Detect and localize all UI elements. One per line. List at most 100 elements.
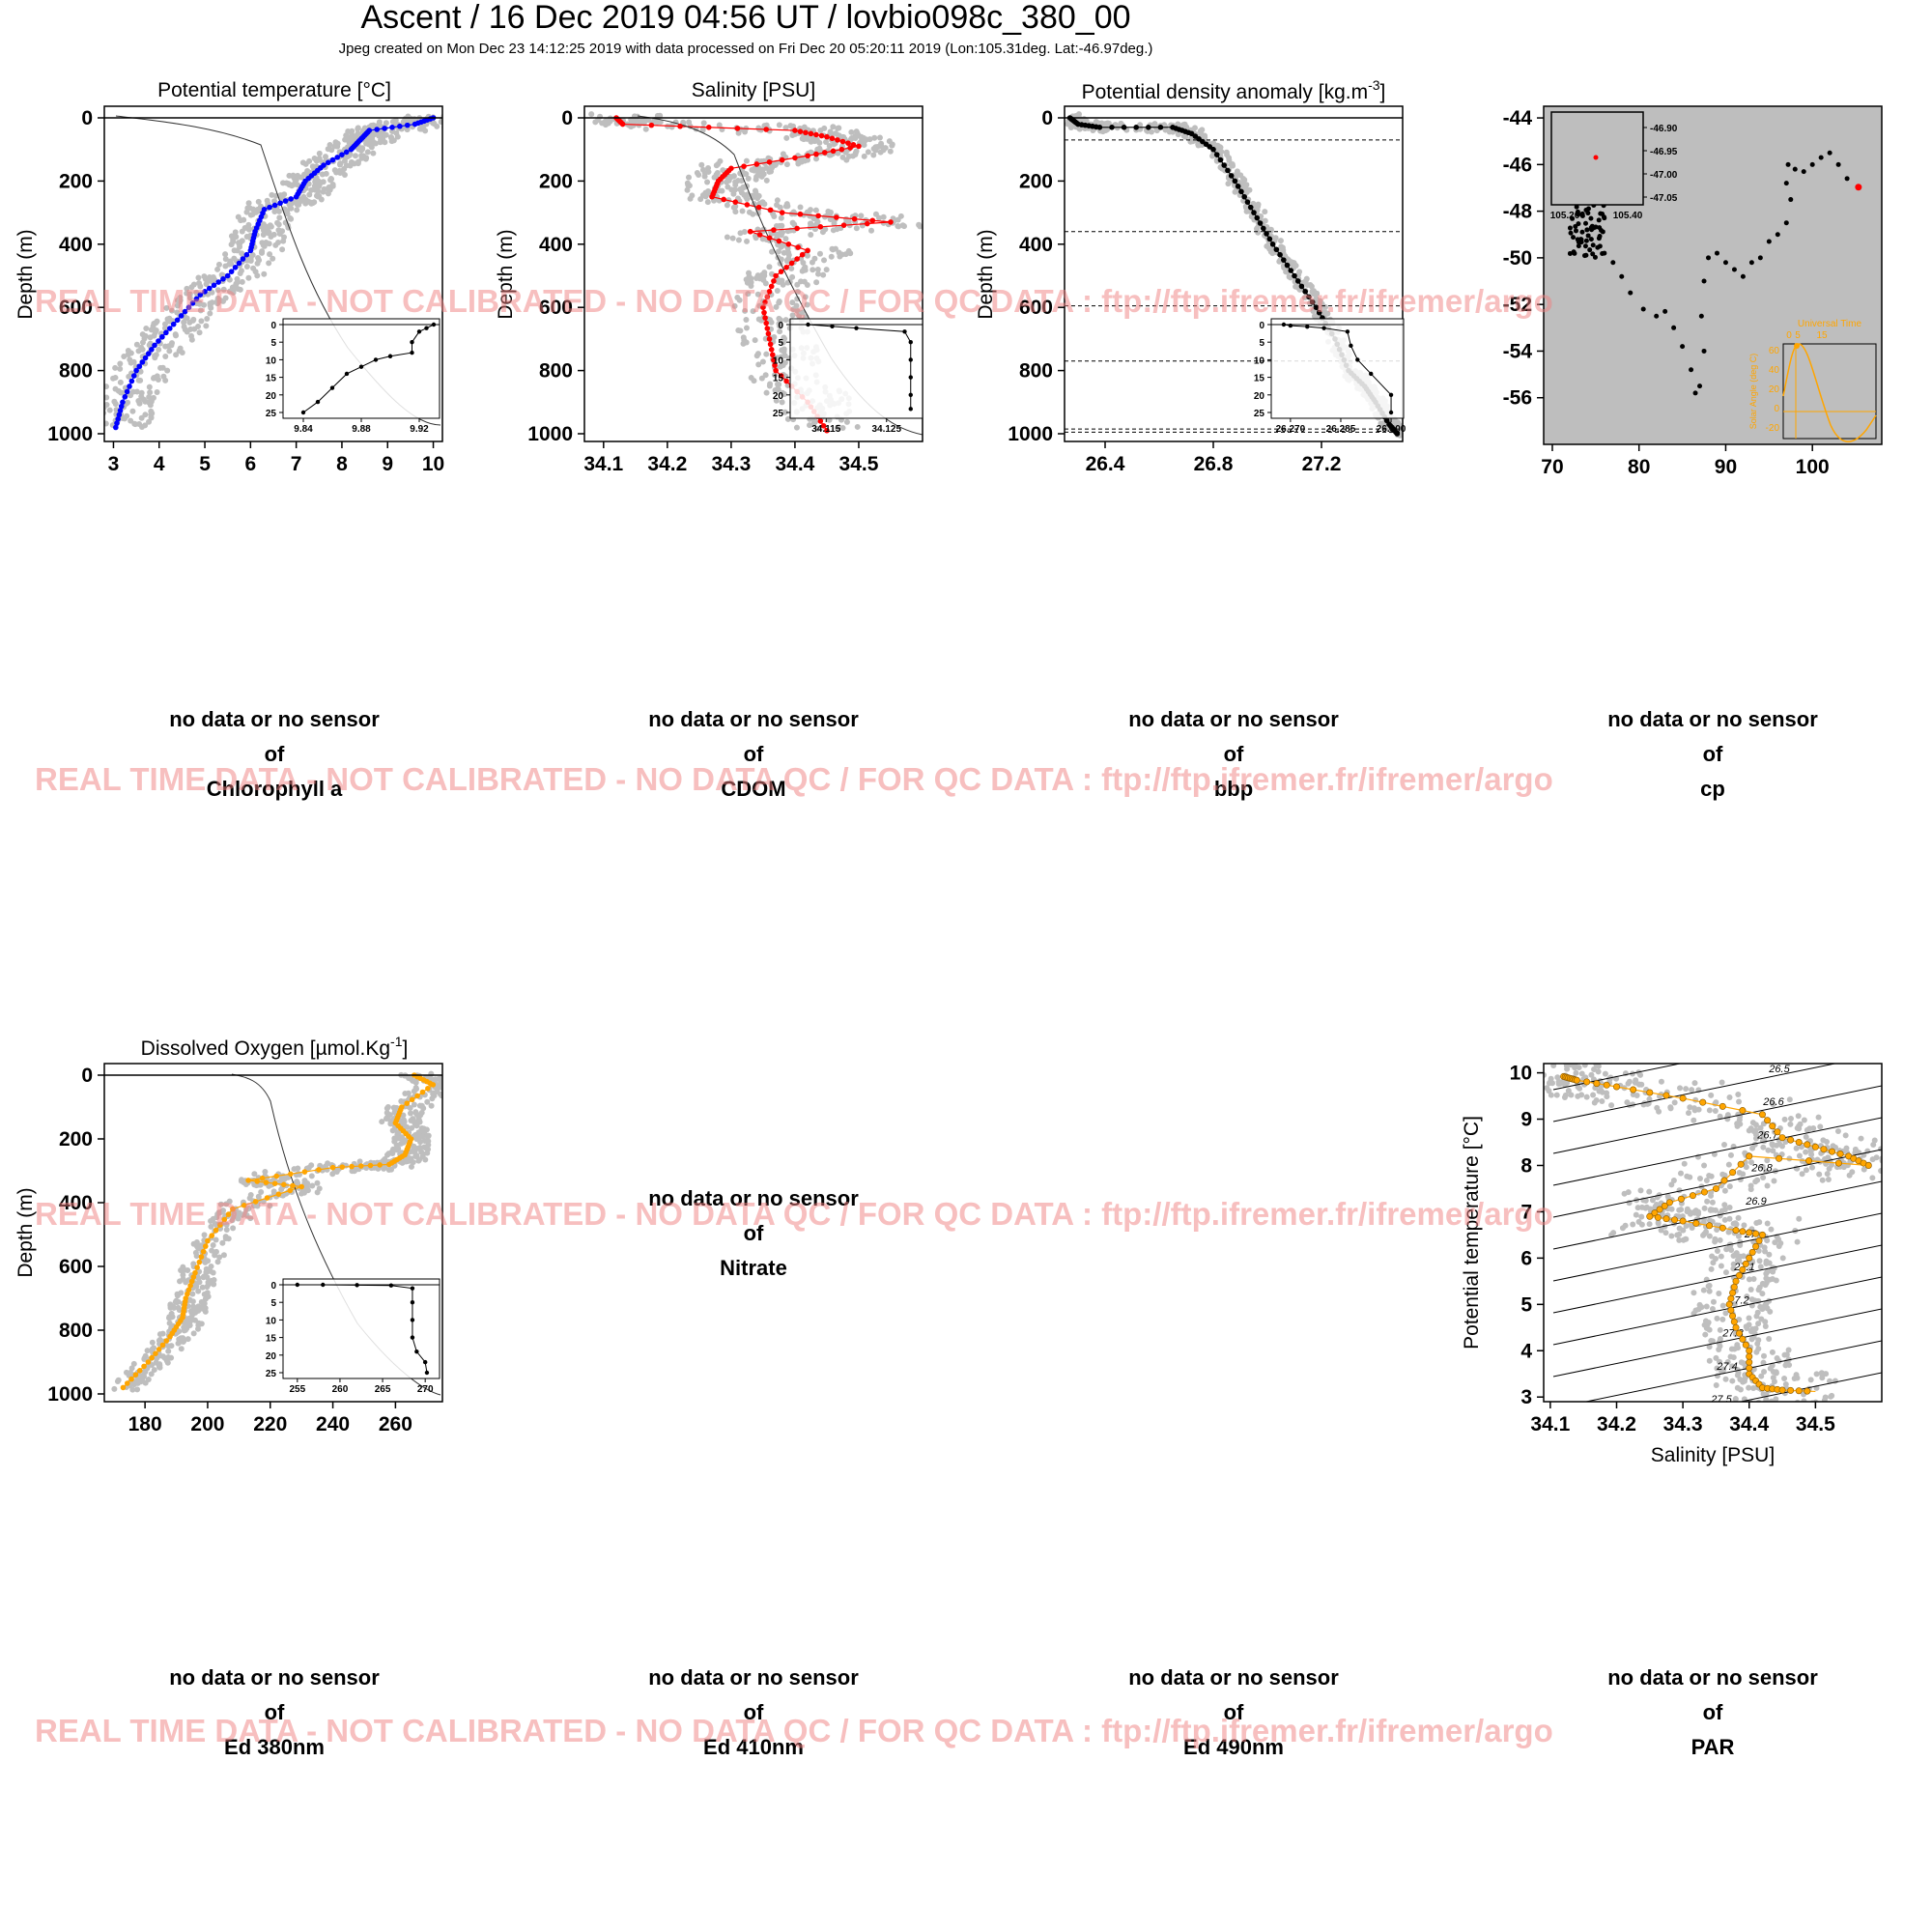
nodata-variable: cp: [1700, 777, 1725, 801]
background-point: [1813, 1371, 1820, 1378]
background-point: [117, 365, 124, 372]
track-point: [1582, 243, 1588, 249]
background-point: [1568, 1064, 1575, 1068]
background-point: [389, 1149, 396, 1155]
inset-point: [414, 1349, 419, 1354]
background-point: [133, 388, 140, 395]
background-point: [407, 1110, 413, 1117]
background-point: [1681, 1160, 1688, 1167]
background-point: [196, 329, 203, 336]
background-point: [729, 235, 736, 242]
background-point: [115, 1377, 122, 1383]
data-point: [732, 199, 739, 205]
background-point: [241, 216, 247, 223]
ts-point: [1729, 1289, 1737, 1296]
background-point: [333, 1169, 340, 1176]
y-tick-label: 600: [59, 1256, 93, 1278]
background-point: [220, 1252, 227, 1259]
background-point: [245, 226, 252, 233]
track-point: [1576, 212, 1581, 217]
background-point: [889, 142, 895, 149]
background-point: [895, 223, 901, 230]
background-point: [700, 120, 707, 127]
data-point: [152, 342, 157, 349]
background-point: [1764, 1220, 1771, 1227]
background-point: [1746, 1384, 1752, 1391]
background-point: [247, 1215, 254, 1222]
data-point: [764, 326, 771, 331]
background-point: [735, 327, 742, 333]
inset-y-tick-label: 0: [270, 1281, 276, 1292]
oxygen-y-label: Depth (m): [14, 1187, 37, 1277]
data-point: [282, 198, 289, 204]
background-point: [213, 1236, 219, 1243]
track-point: [1640, 306, 1646, 312]
background-point: [287, 214, 294, 221]
background-point: [292, 176, 298, 183]
background-point: [222, 263, 229, 270]
oxygen-title-main: Dissolved Oxygen [µmol.Kg: [141, 1037, 390, 1060]
background-point: [274, 219, 281, 226]
background-point: [887, 148, 894, 155]
background-point: [1884, 1178, 1889, 1183]
ts-point: [1719, 1224, 1726, 1232]
background-point: [267, 1203, 273, 1209]
background-point: [412, 1085, 419, 1092]
background-point: [1654, 1104, 1661, 1111]
data-point: [187, 1283, 193, 1289]
data-point: [236, 260, 242, 267]
ts-point: [1662, 1215, 1670, 1223]
background-point: [1757, 1264, 1764, 1270]
background-point: [379, 1119, 385, 1125]
background-point: [744, 238, 751, 244]
background-point: [186, 295, 193, 301]
background-point: [1770, 1268, 1776, 1275]
background-point: [147, 402, 154, 409]
background-point: [146, 418, 153, 425]
background-point: [1684, 1173, 1690, 1179]
background-point: [1293, 283, 1299, 290]
density-title-bracket: ]: [1380, 81, 1386, 103]
background-point: [1795, 1113, 1802, 1120]
ts-point: [1583, 1078, 1591, 1086]
background-point: [732, 203, 739, 210]
y-tick-label: -52: [1503, 294, 1532, 316]
background-point: [129, 1386, 136, 1393]
background-point: [1718, 1263, 1724, 1269]
track-point: [1619, 273, 1625, 279]
sun-y-tick-label: 60: [1769, 346, 1780, 356]
data-point: [247, 247, 254, 254]
background-point: [842, 149, 849, 156]
ts-point: [1739, 1335, 1747, 1343]
background-point: [1529, 1085, 1535, 1091]
background-point: [211, 1281, 217, 1288]
panel-par: no data or no sensor of PAR: [1607, 1665, 1818, 1759]
background-point: [197, 307, 204, 314]
background-point: [169, 307, 176, 314]
background-point: [180, 1264, 186, 1270]
isopycnal-label: 26.4: [1774, 1031, 1795, 1042]
ts-point: [1836, 1150, 1844, 1157]
inset-point: [410, 1335, 415, 1340]
y-tick-label: 200: [59, 170, 93, 192]
background-point: [1625, 1080, 1632, 1087]
background-point: [1740, 1253, 1747, 1260]
ts-point: [1737, 1160, 1745, 1168]
ts-point: [1692, 1219, 1700, 1227]
background-point: [1706, 1326, 1713, 1333]
background-point: [407, 1105, 413, 1112]
background-point: [104, 420, 109, 427]
background-point: [327, 186, 333, 193]
background-point: [184, 285, 190, 292]
ts-point: [1739, 1265, 1747, 1273]
data-point: [301, 1169, 308, 1175]
background-point: [742, 307, 749, 314]
background-point: [1746, 1276, 1752, 1283]
background-point: [1394, 422, 1401, 429]
ts-point: [1603, 1081, 1610, 1089]
data-point: [136, 363, 143, 370]
data-point: [824, 133, 830, 140]
inset-y-tick-label: 5: [270, 1298, 276, 1309]
background-point: [1624, 1099, 1631, 1106]
